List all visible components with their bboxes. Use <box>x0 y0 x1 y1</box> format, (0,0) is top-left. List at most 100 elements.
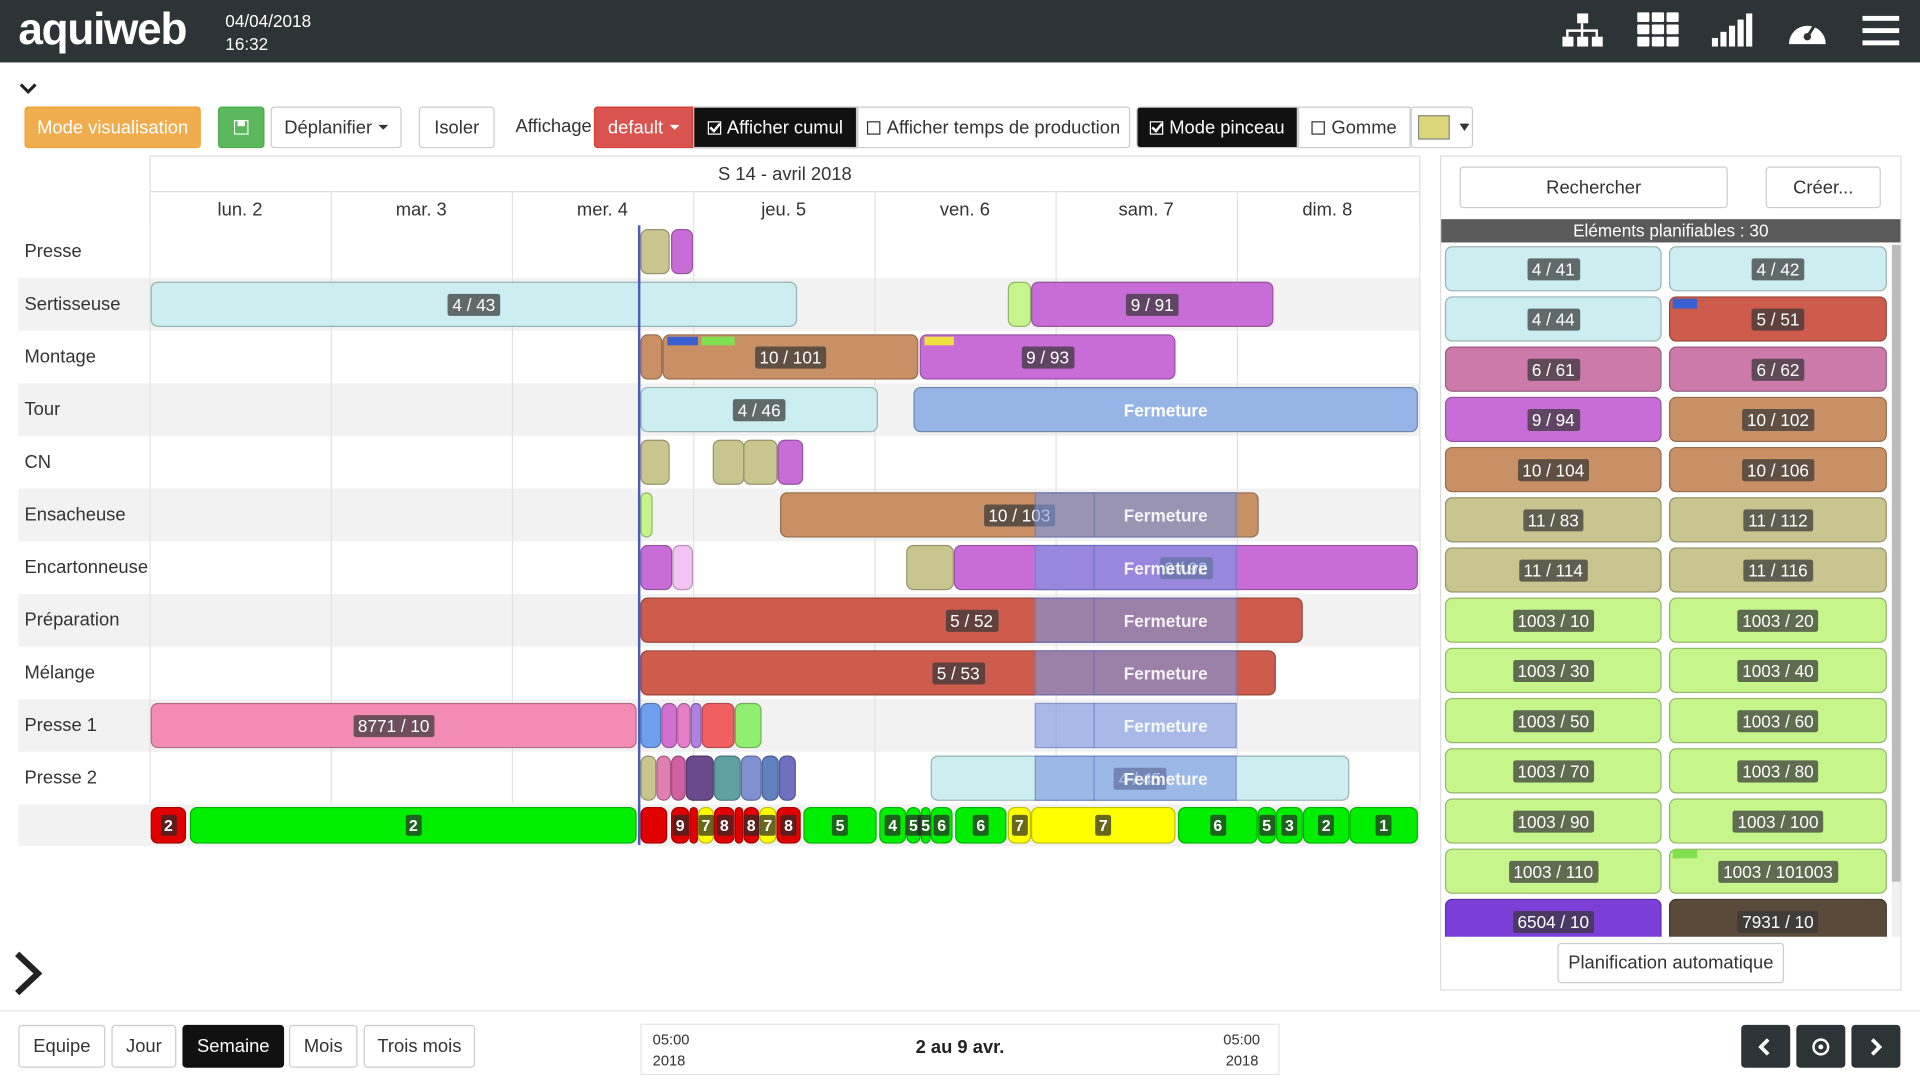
planifiable-item[interactable]: 1003 / 110 <box>1444 848 1662 894</box>
planifiable-item[interactable]: 11 / 116 <box>1668 547 1887 593</box>
mode-pinceau-toggle[interactable]: Mode pinceau <box>1136 106 1298 149</box>
task-bar[interactable] <box>778 755 796 801</box>
mode-visualisation-button[interactable]: Mode visualisation <box>24 106 201 149</box>
task-bar[interactable] <box>677 702 691 749</box>
task-bar[interactable] <box>672 544 694 591</box>
planifiable-item[interactable]: 1003 / 50 <box>1444 697 1662 744</box>
task-bar[interactable] <box>640 228 670 275</box>
task-bar[interactable] <box>685 755 714 801</box>
planifiable-item[interactable]: 6 / 61 <box>1444 346 1662 392</box>
planifiable-item[interactable]: 1003 / 90 <box>1444 798 1662 844</box>
collapse-chevron[interactable] <box>18 80 38 95</box>
menu-icon[interactable] <box>1862 12 1901 49</box>
task-bar[interactable] <box>640 492 653 538</box>
task-bar[interactable] <box>671 228 694 275</box>
planifiable-item[interactable]: 4 / 44 <box>1444 296 1662 342</box>
auto-plan-button[interactable]: Planification automatique <box>1557 942 1785 984</box>
next-button[interactable] <box>1851 1024 1901 1068</box>
planifiable-item[interactable]: 1003 / 70 <box>1444 748 1662 794</box>
day-divider <box>1419 191 1421 804</box>
load-label: 2 <box>405 814 422 836</box>
planifiable-item[interactable]: 1003 / 40 <box>1668 647 1887 694</box>
item-label: 11 / 114 <box>1518 558 1588 582</box>
task-label: 9 / 93 <box>1021 345 1074 368</box>
planifiable-item[interactable]: 6504 / 10 <box>1444 898 1662 937</box>
today-button-icon <box>1812 1037 1830 1055</box>
planifiable-item[interactable]: 7931 / 10 <box>1668 898 1887 937</box>
header-divider <box>149 191 1421 193</box>
view-button[interactable]: Mois <box>288 1024 358 1068</box>
range-end-time: 05:00 <box>1223 1031 1261 1049</box>
task-bar[interactable] <box>743 439 778 485</box>
planifiable-item[interactable]: 1003 / 10 <box>1444 597 1662 643</box>
gomme-toggle[interactable]: Gomme <box>1297 106 1411 149</box>
planifiable-item[interactable]: 10 / 104 <box>1444 446 1662 493</box>
item-label: 1003 / 110 <box>1508 860 1599 883</box>
search-button[interactable]: Rechercher <box>1459 166 1728 209</box>
planifiable-item[interactable]: 11 / 112 <box>1668 497 1887 543</box>
closure-block <box>913 386 1418 433</box>
task-bar[interactable] <box>690 702 702 749</box>
default-button[interactable]: default <box>593 106 694 149</box>
task-bar[interactable] <box>1007 281 1032 327</box>
planifiable-item[interactable]: 1003 / 80 <box>1668 748 1887 794</box>
task-bar[interactable] <box>640 334 663 380</box>
day-divider <box>693 191 695 804</box>
task-bar[interactable] <box>713 755 741 801</box>
task-bar[interactable] <box>906 544 954 591</box>
planifiable-item[interactable]: 6 / 62 <box>1668 346 1887 392</box>
today-button[interactable] <box>1796 1024 1846 1068</box>
signal-icon[interactable] <box>1711 12 1754 49</box>
planifiable-item[interactable]: 1003 / 100 <box>1668 798 1887 844</box>
task-bar[interactable] <box>640 544 673 591</box>
isoler-button[interactable]: Isoler <box>418 106 495 149</box>
task-bar[interactable] <box>671 755 686 801</box>
view-button[interactable]: Trois mois <box>363 1024 476 1068</box>
planifiable-item[interactable]: 11 / 114 <box>1444 547 1662 593</box>
task-bar[interactable] <box>640 755 657 801</box>
planifiable-item[interactable]: 10 / 106 <box>1668 446 1887 493</box>
create-button[interactable]: Créer... <box>1765 166 1881 209</box>
view-button[interactable]: Equipe <box>18 1024 106 1068</box>
load-label: 3 <box>1281 814 1298 836</box>
view-button[interactable]: Jour <box>111 1024 177 1068</box>
task-bar[interactable] <box>740 755 762 801</box>
planifiable-item[interactable]: 4 / 42 <box>1668 246 1887 292</box>
afficher-cumul-toggle[interactable]: Afficher cumul <box>693 106 858 149</box>
task-bar[interactable] <box>761 755 779 801</box>
planifiable-item[interactable]: 10 / 102 <box>1668 396 1887 443</box>
planifiable-item[interactable]: 1003 / 30 <box>1444 647 1662 694</box>
deplanifier-button[interactable]: Déplanifier <box>270 106 402 149</box>
resource-name: Montage <box>24 346 96 368</box>
color-picker[interactable] <box>1410 106 1474 149</box>
planifiable-item[interactable]: 9 / 94 <box>1444 396 1662 443</box>
dashboard-icon[interactable] <box>1787 12 1829 49</box>
afficher-temps-toggle[interactable]: Afficher temps de production <box>857 106 1131 149</box>
task-bar[interactable] <box>701 702 735 749</box>
task-bar[interactable] <box>640 702 662 749</box>
task-bar[interactable] <box>656 755 672 801</box>
task-bar[interactable] <box>661 702 678 749</box>
task-bar[interactable] <box>734 702 762 749</box>
planifiable-item[interactable]: 1003 / 101003 <box>1668 848 1887 894</box>
closure-divider <box>1093 650 1095 696</box>
range-label: 2 au 9 avr. <box>915 1037 1005 1058</box>
task-bar[interactable] <box>640 439 670 485</box>
planifiable-item[interactable]: 1003 / 60 <box>1668 697 1887 744</box>
planifiable-item[interactable]: 11 / 83 <box>1444 497 1662 543</box>
view-button[interactable]: Semaine <box>182 1024 285 1068</box>
panel-title: Eléments planifiables : 30 <box>1441 219 1901 243</box>
planifiable-item[interactable]: 1003 / 20 <box>1668 597 1887 643</box>
task-bar[interactable] <box>777 439 804 485</box>
task-bar[interactable] <box>712 439 745 485</box>
item-label: 11 / 116 <box>1743 558 1813 582</box>
grid-icon[interactable] <box>1637 12 1679 49</box>
planifiable-item[interactable]: 5 / 51 <box>1668 296 1887 342</box>
save-button[interactable] <box>217 106 265 149</box>
expand-arrow[interactable] <box>12 950 44 997</box>
planifiable-item[interactable]: 4 / 41 <box>1444 246 1662 292</box>
save-icon <box>233 120 249 135</box>
org-icon[interactable] <box>1561 12 1603 49</box>
prev-button[interactable] <box>1741 1024 1791 1068</box>
afficher-temps-toggle-text: Afficher temps de production <box>886 116 1121 138</box>
